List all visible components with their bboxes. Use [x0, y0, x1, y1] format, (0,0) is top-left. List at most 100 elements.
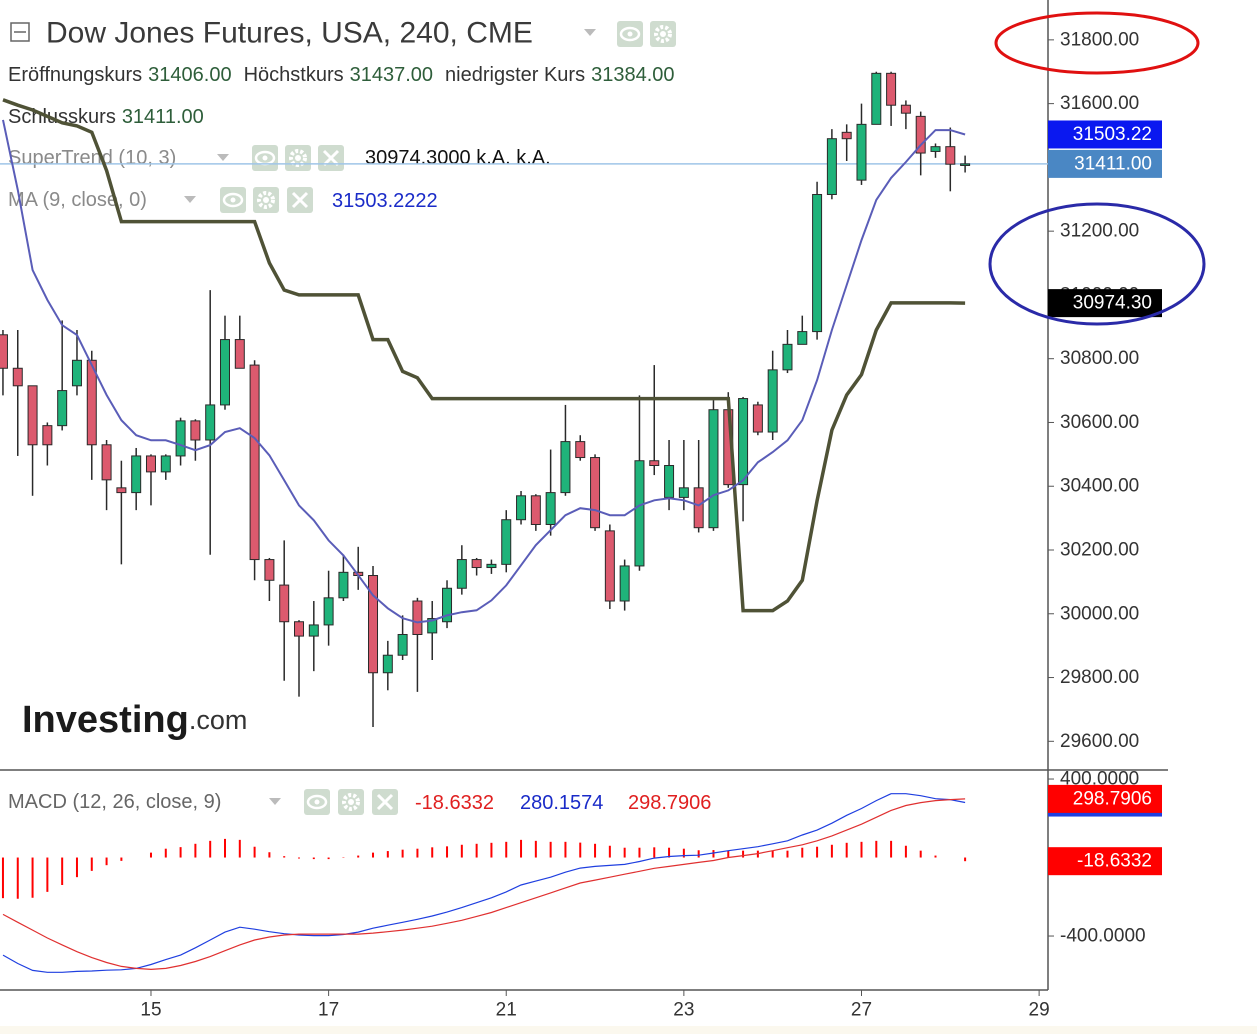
logo-brand: Investing [22, 699, 189, 741]
candle-body [841, 131, 852, 140]
y-tick-label: 29800.00 [1060, 667, 1139, 688]
y-tick-label: 400.0000 [1060, 769, 1139, 790]
ma-badge [1048, 120, 1162, 149]
candle-body [782, 343, 793, 371]
candle-body [323, 597, 334, 626]
dropdown[interactable] [269, 798, 281, 805]
x-tick-label: 27 [851, 1000, 872, 1021]
supertrend-line [2, 98, 966, 613]
logo: Investing.com [22, 699, 247, 741]
candle-body [516, 495, 527, 521]
candle-body [930, 146, 941, 152]
histogram-badge-label: -18.6332 [1077, 851, 1152, 872]
candle-body [190, 420, 201, 441]
candle-body [471, 559, 482, 569]
candle-body [826, 138, 837, 195]
ma-line [2, 119, 966, 624]
x-tick-label: 17 [318, 1000, 339, 1021]
value: 31384.00 [591, 64, 674, 86]
signal-line [2, 798, 966, 971]
collapse-box[interactable] [10, 22, 30, 42]
macd-value: 280.1574 [520, 792, 603, 814]
candle-body [871, 72, 882, 125]
signal-value: 298.7906 [628, 792, 711, 814]
candle-body [205, 404, 216, 441]
candle-body [530, 495, 541, 525]
eye-icon[interactable] [220, 187, 246, 213]
candle-body [560, 441, 571, 494]
candle-body [338, 571, 349, 599]
close-icon[interactable] [372, 789, 398, 815]
y-tick-label: 30200.00 [1060, 540, 1139, 561]
price-plot [0, 71, 1048, 727]
eye-icon[interactable] [304, 789, 330, 815]
candle-body [12, 367, 23, 387]
candle-body [604, 530, 615, 602]
label: Schlusskurs [8, 106, 116, 128]
histogram-value: -18.6332 [415, 792, 494, 814]
supertrend-badge [1048, 289, 1162, 318]
candle-body [456, 559, 467, 589]
ohlc-row: Schlusskurs 31411.00 [8, 106, 204, 128]
eye-icon[interactable] [252, 145, 278, 171]
last-price-badge [1048, 149, 1162, 178]
candle-body [42, 425, 53, 446]
candle-body [634, 460, 645, 567]
candle-body [234, 339, 245, 369]
chart-title: Dow Jones Futures, USA, 240, CME [46, 17, 533, 50]
candle-body [797, 331, 808, 345]
candle-body [664, 465, 675, 498]
y-tick-label: 29600.00 [1060, 731, 1139, 752]
candle-body [382, 654, 393, 674]
ohlc-row: Eröffnungskurs 31406.00 Höchstkurs 31437.00… [8, 64, 675, 86]
dropdown[interactable] [184, 196, 196, 203]
signal-badge-label: 298.7906 [1073, 788, 1152, 809]
candle-body [486, 563, 497, 569]
candle-body [412, 600, 423, 635]
candle-body [693, 487, 704, 529]
x-tick-label: 29 [1029, 1000, 1050, 1021]
y-tick-label: 30600.00 [1060, 412, 1139, 433]
candle-body [590, 457, 601, 529]
candle-body [708, 409, 719, 529]
gear-icon[interactable] [285, 145, 311, 171]
dropdown[interactable] [584, 29, 596, 36]
axes: 29600.00 29800.00 30000.00 30200.00 30400.00… [140, 29, 1162, 1021]
candle-body [27, 385, 38, 446]
candle-body [145, 455, 156, 473]
close-icon[interactable] [287, 187, 313, 213]
candle-body [575, 441, 586, 459]
eye-icon[interactable] [617, 21, 643, 47]
candle-body [738, 398, 749, 486]
y-tick-label: -400.0000 [1060, 926, 1146, 947]
highlight-ellipse [994, 11, 1200, 75]
indicator-value: 30974.3000 k.A. k.A. [365, 147, 551, 169]
gear-icon[interactable] [253, 187, 279, 213]
candle-body [427, 618, 438, 634]
candle-body [397, 633, 408, 656]
gear-icon[interactable] [338, 789, 364, 815]
macd-name: MACD (12, 26, close, 9) [8, 791, 221, 813]
gear-icon[interactable] [650, 21, 676, 47]
indicator-name: SuperTrend (10, 3) [8, 147, 176, 169]
candle-body [86, 359, 97, 446]
value: 31411.00 [122, 106, 204, 128]
ma-badge-label: 31503.22 [1073, 124, 1152, 145]
candle-body [368, 575, 379, 674]
candle-body [886, 72, 897, 106]
candle-body [264, 559, 275, 581]
value: 31437.00 [350, 64, 433, 86]
indicator-name: MA (9, close, 0) [8, 189, 147, 211]
candle-body [856, 123, 867, 181]
candle-body [900, 104, 911, 114]
y-tick-label: 30000.00 [1060, 603, 1139, 624]
indicator-value: 31503.2222 [332, 190, 438, 212]
candle-body [131, 455, 142, 494]
candle-body [545, 492, 556, 525]
candle-body [767, 369, 778, 433]
candle-body [308, 624, 319, 637]
close-icon[interactable] [318, 145, 344, 171]
highlight-ellipse [988, 202, 1206, 326]
candle-body [752, 404, 763, 433]
dropdown[interactable] [217, 154, 229, 161]
